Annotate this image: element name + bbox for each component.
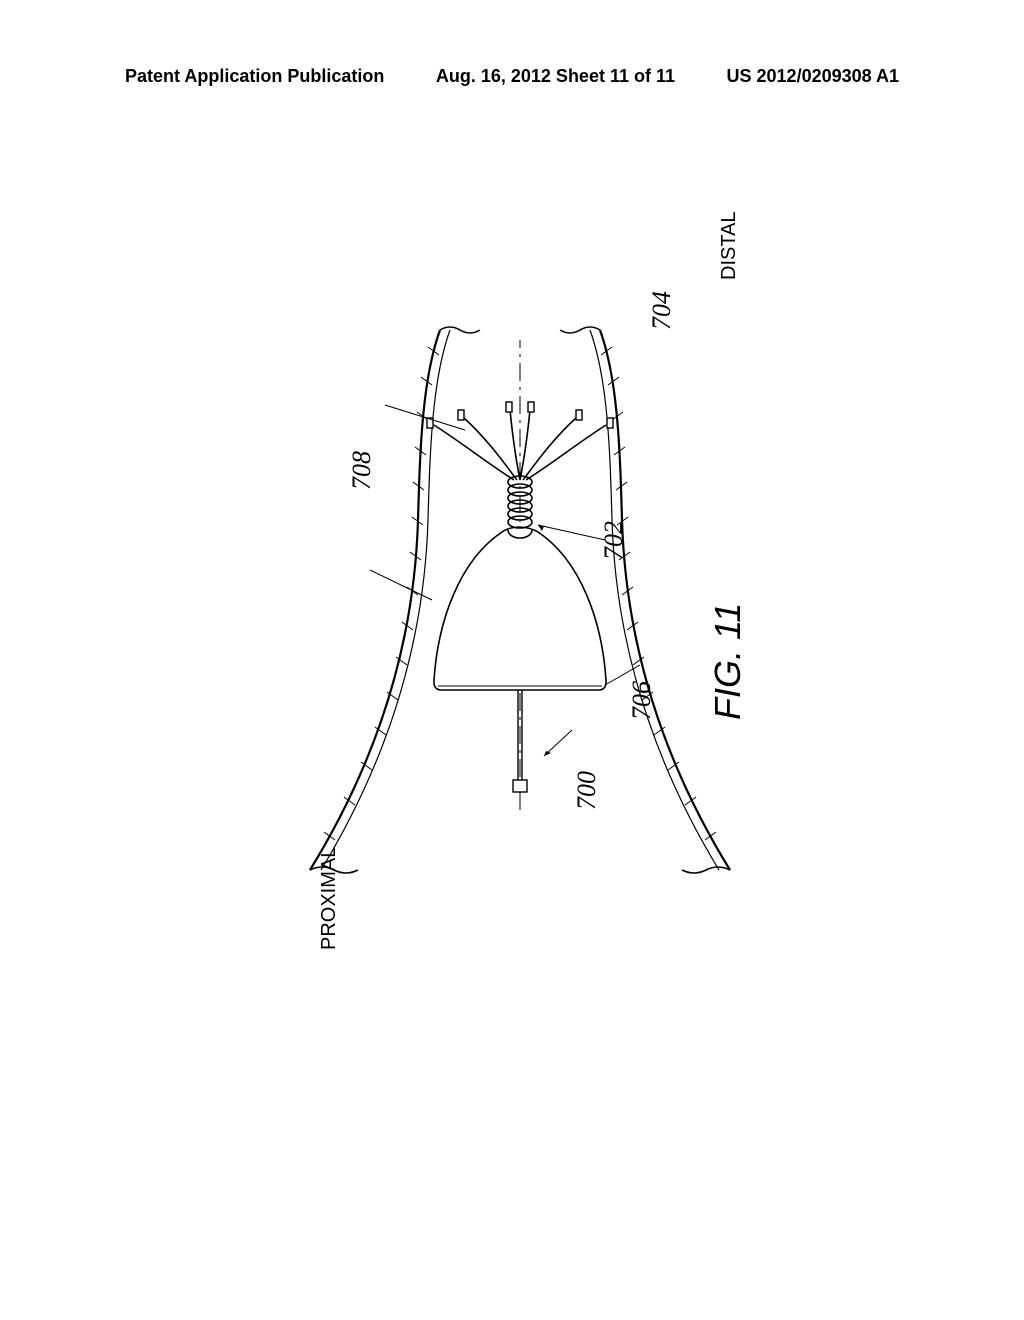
header-center: Aug. 16, 2012 Sheet 11 of 11: [436, 66, 675, 87]
axis-proximal: PROXIMAL: [318, 847, 340, 950]
ref-706: 706: [627, 681, 656, 720]
figure-container: PROXIMAL DISTAL 704 708 702 706 700 FIG.…: [200, 160, 840, 1060]
ref-708: 708: [347, 451, 376, 490]
figure-svg: PROXIMAL DISTAL 704 708 702 706 700 FIG.…: [200, 160, 840, 1060]
header-right: US 2012/0209308 A1: [727, 66, 899, 87]
ref-704: 704: [647, 291, 676, 330]
figure-label: FIG. 11: [707, 603, 748, 720]
ref-702: 702: [599, 521, 628, 560]
patent-header: Patent Application Publication Aug. 16, …: [0, 66, 1024, 87]
header-left: Patent Application Publication: [125, 66, 384, 87]
axis-distal: DISTAL: [718, 211, 740, 280]
ref-700: 700: [572, 771, 601, 810]
